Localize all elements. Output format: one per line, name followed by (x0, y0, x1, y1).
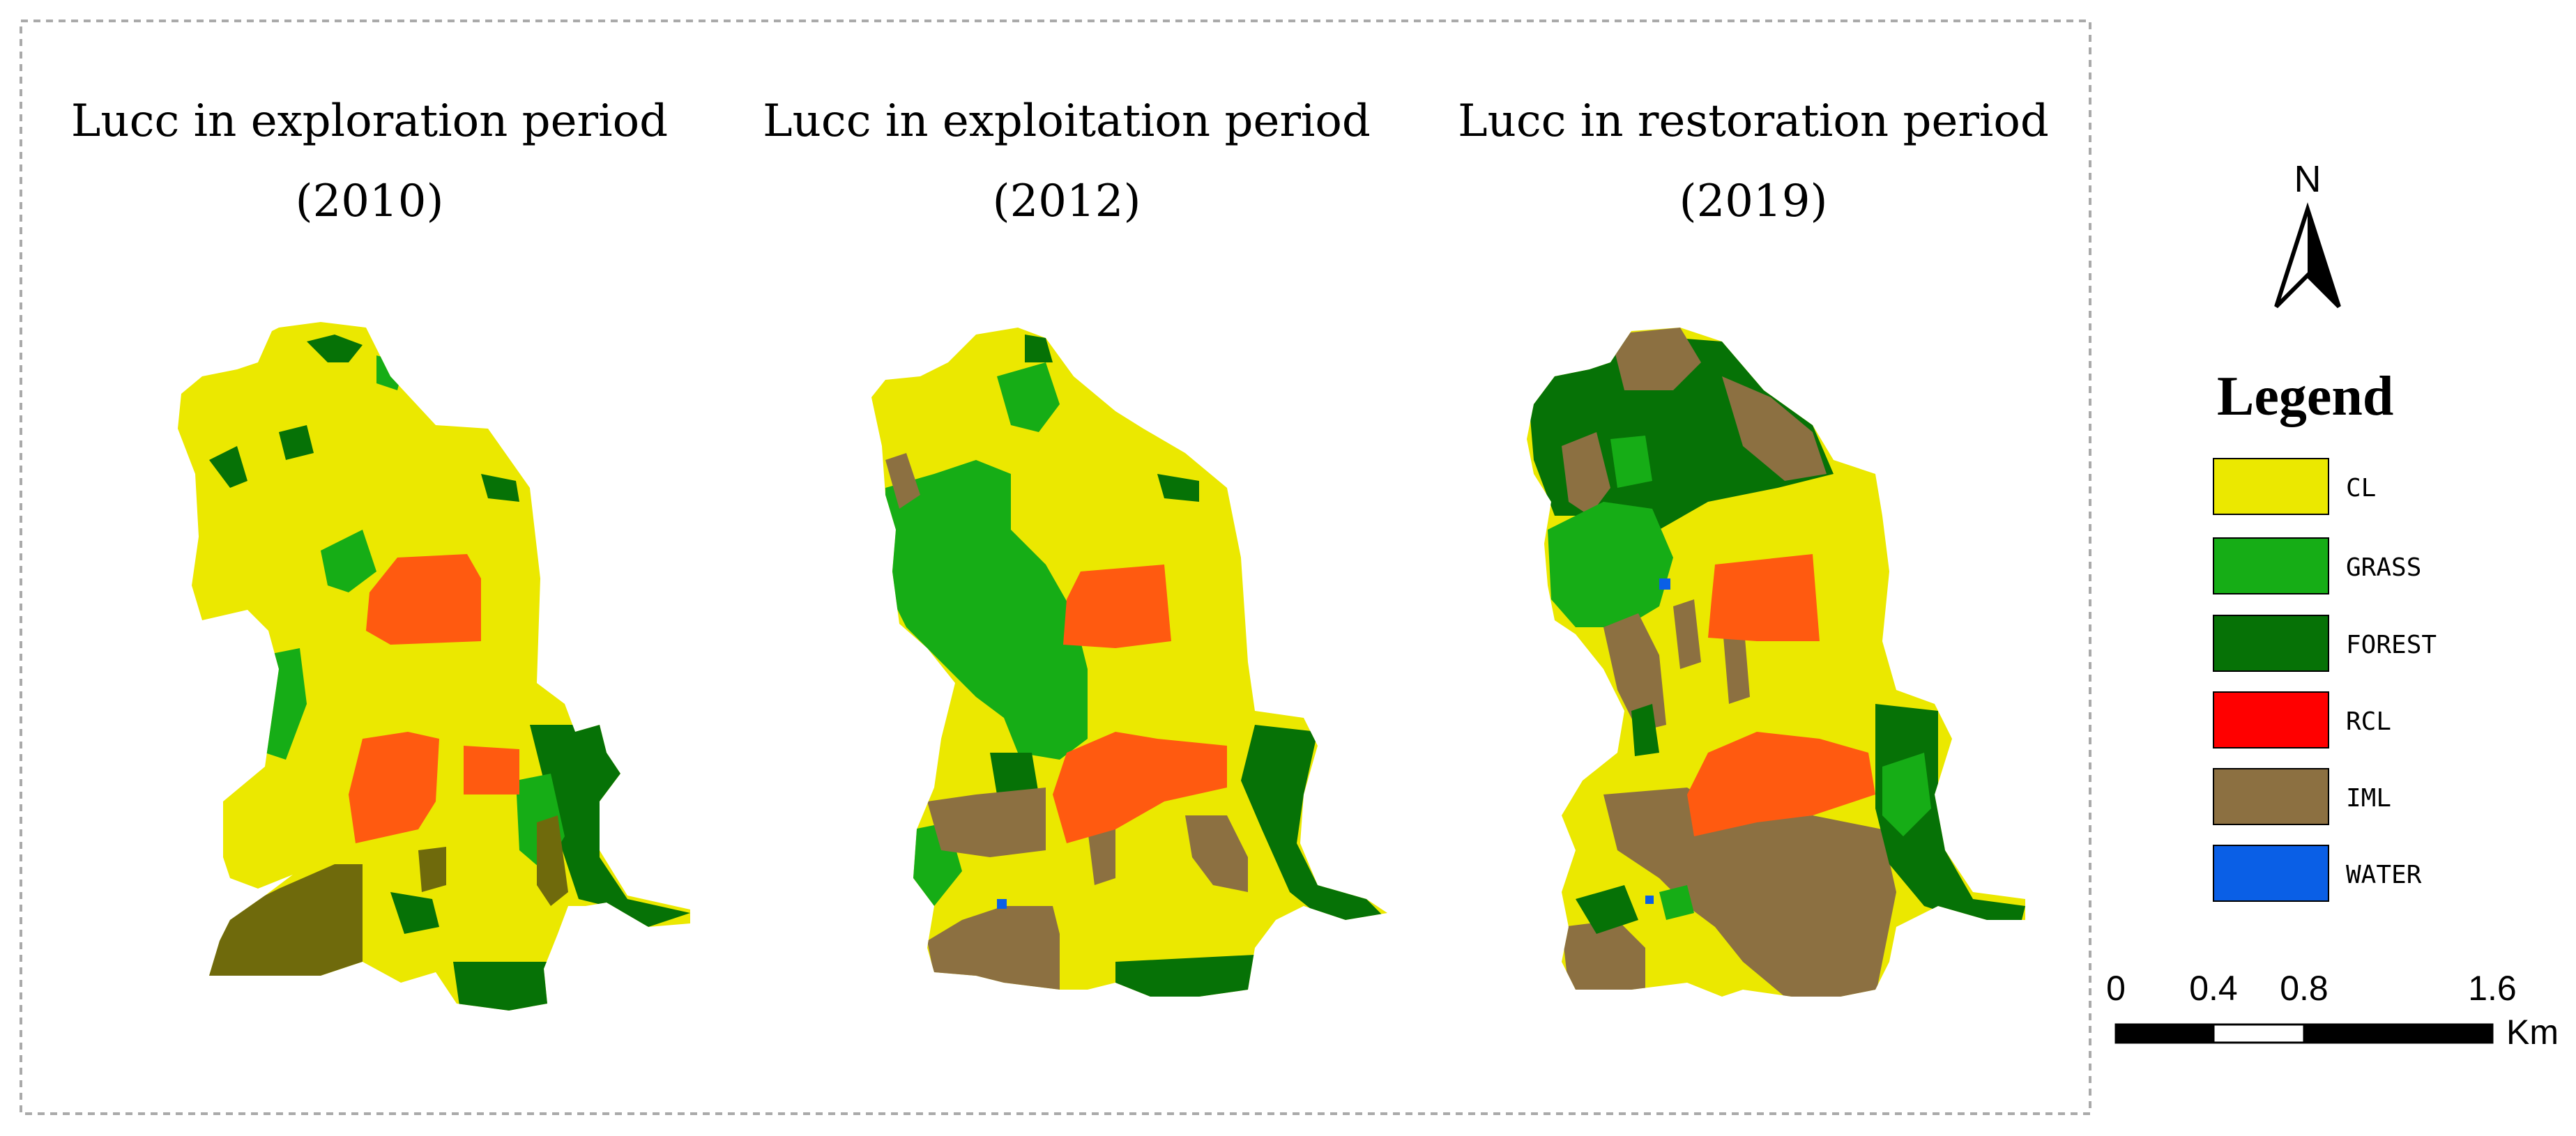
legend-swatch-grass (2213, 537, 2329, 594)
map-2010-iml-area (202, 864, 363, 976)
map-2012-forest-patch (990, 753, 1039, 795)
scale-segment-2 (2212, 1023, 2306, 1044)
legend-title: Legend (2217, 366, 2393, 427)
legend-swatch-rcl (2213, 691, 2329, 749)
map-2012-rcl-area (1053, 732, 1227, 843)
map-2019-rcl-area (1687, 732, 1875, 836)
map-2012-cl-area (871, 328, 1387, 997)
legend-label-cl: CL (2346, 474, 2376, 502)
map-2019-iml-patch (1562, 432, 1610, 516)
map-2010 (178, 322, 690, 1011)
scale-tick-label-3: 1.6 (2468, 969, 2517, 1008)
map-2019-iml-patch (1722, 376, 1827, 481)
map-2010-forest-patch (390, 892, 439, 934)
map-2012-iml-patch (1088, 822, 1115, 885)
scale-segment-1 (2114, 1023, 2215, 1044)
scale-tick-label-0: 0 (2106, 969, 2126, 1008)
map-2012-forest-patch (1025, 335, 1053, 362)
legend: Legend CL GRASS FOREST RCL IML WATER (2213, 366, 2437, 902)
legend-label-iml: IML (2346, 784, 2391, 813)
panel-2010-title-line1: Lucc in exploration period (71, 95, 668, 147)
map-2019-forest-patch (1631, 704, 1659, 756)
panel-2019-title-line1: Lucc in restoration period (1458, 95, 2049, 147)
map-2010-rcl-area (464, 746, 519, 795)
map-2012-grass-area (885, 460, 1088, 760)
legend-label-forest: FOREST (2346, 631, 2437, 659)
map-2019-water-patch (1645, 896, 1654, 904)
map-2012-rcl-area (1063, 565, 1171, 648)
map-2012-forest-patch (1115, 955, 1255, 997)
map-2019-grass-patch (1610, 436, 1652, 488)
legend-swatch-water (2213, 845, 2329, 902)
map-2019-iml-area (1603, 788, 1896, 997)
map-2010-forest-patch (453, 962, 551, 1011)
map-2019-forest-patch (1576, 885, 1638, 934)
map-2012-forest-patch (1241, 725, 1387, 920)
map-2010-forest-patch (481, 474, 519, 502)
map-2019-rcl-area (1708, 554, 1820, 641)
map-2012 (871, 328, 1387, 997)
map-2012-water-patch (997, 899, 1007, 909)
scale-unit: Km (2506, 1013, 2559, 1052)
map-2019-iml-patch (1562, 920, 1645, 990)
map-2012-grass-patch (997, 362, 1060, 432)
map-2012-iml-patch (885, 453, 920, 509)
map-2010-forest-patch (307, 335, 363, 362)
panel-2010-title-line2: (2010) (296, 176, 444, 227)
panel-2012-title-line1: Lucc in exploitation period (763, 95, 1371, 147)
map-frame (20, 20, 2091, 1115)
legend-label-water: WATER (2346, 861, 2422, 889)
map-2012-iml-area (927, 788, 1046, 857)
map-2019 (1527, 328, 2025, 997)
panel-2012-title-line2: (2012) (993, 176, 1141, 227)
legend-swatch-forest (2213, 615, 2329, 672)
north-arrow-icon-fill (2308, 209, 2339, 307)
map-2019-grass-patch (1659, 885, 1694, 920)
scale-segment-3 (2303, 1023, 2494, 1044)
map-2010-rcl-area (366, 554, 481, 645)
map-2019-iml-patch (1673, 599, 1701, 669)
map-2010-forest-patch (530, 725, 690, 927)
legend-swatch-iml (2213, 768, 2329, 825)
map-2019-iml-patch (1603, 613, 1666, 732)
map-2010-iml-patch (537, 815, 568, 906)
map-2010-forest-patch (279, 425, 314, 460)
legend-label-rcl: RCL (2346, 707, 2391, 736)
map-2010-rcl-area (349, 732, 439, 843)
map-2012-iml-area (927, 906, 1060, 990)
map-2012-iml-patch (1185, 815, 1248, 892)
scale-bar: 0 0.4 0.8 1.6 Km (2106, 969, 2559, 1052)
map-2012-forest-patch (1157, 474, 1199, 502)
panel-2019-title-line2: (2019) (1679, 176, 1828, 227)
map-2019-iml-patch (1610, 328, 1701, 390)
map-2019-grass-area (1548, 502, 1673, 627)
north-arrow-label: N (2294, 158, 2322, 200)
map-2019-grass-patch (1882, 753, 1931, 836)
map-2010-iml-patch (418, 847, 446, 892)
scale-tick-label-2: 0.8 (2280, 969, 2329, 1008)
scale-tick-label-1: 0.4 (2189, 969, 2238, 1008)
north-arrow: N (2274, 158, 2341, 309)
map-2010-forest-patch (209, 446, 247, 488)
legend-label-grass: GRASS (2346, 553, 2421, 582)
map-2010-grass-patch (321, 530, 376, 592)
map-2019-water-patch (1659, 578, 1670, 590)
legend-swatch-cl (2213, 458, 2329, 515)
